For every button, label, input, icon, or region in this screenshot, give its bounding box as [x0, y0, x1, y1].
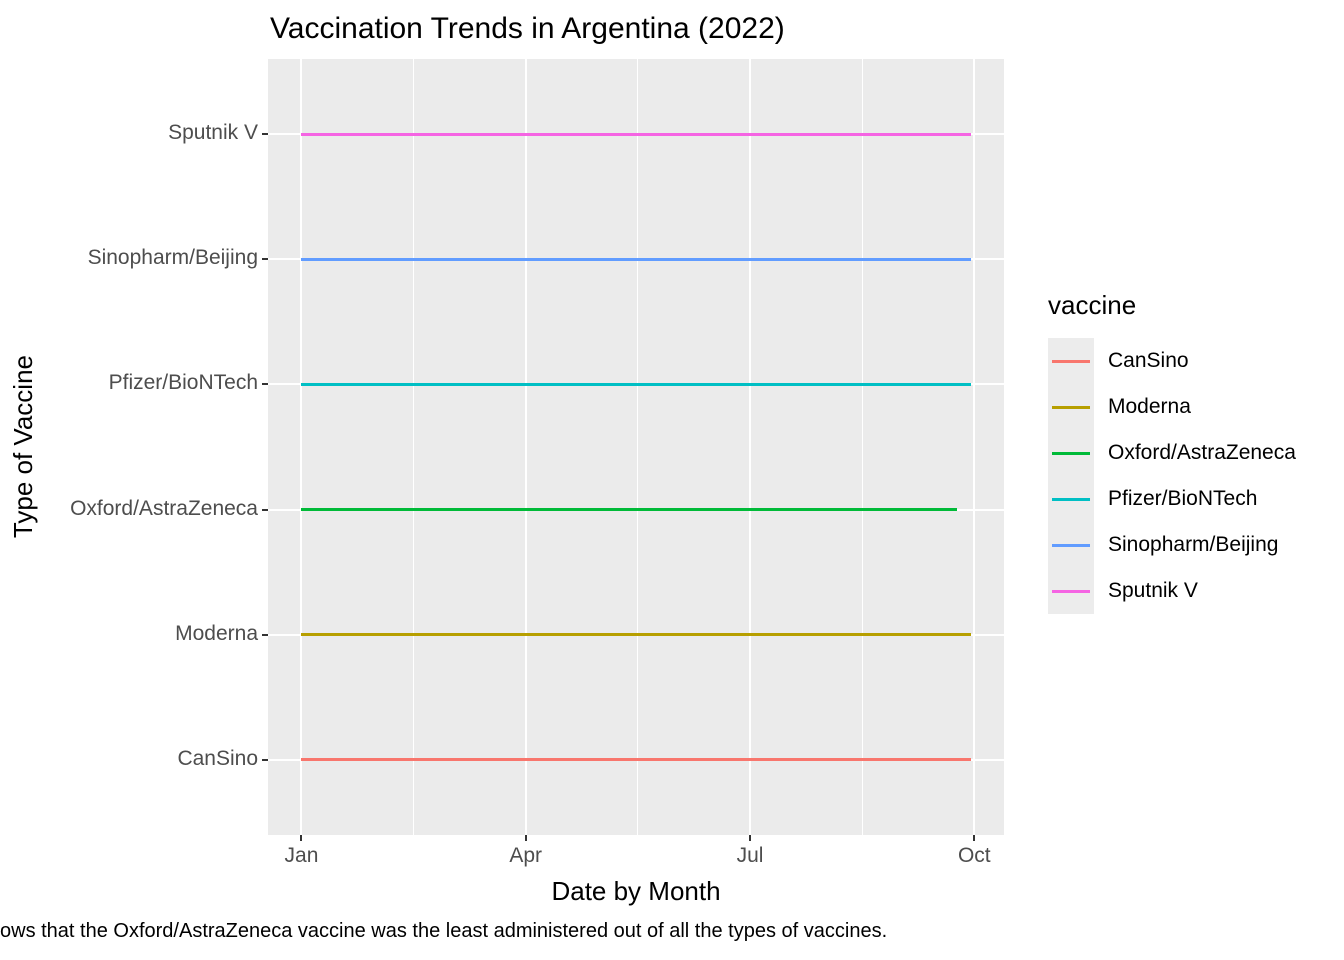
x-axis-title: Date by Month [551, 876, 721, 906]
legend-key-line [1052, 589, 1090, 593]
legend-key-swatch [1048, 430, 1094, 476]
legend-items: CanSino Moderna Oxford/AstraZeneca Pfizer/B… [1048, 338, 1296, 614]
legend-key-swatch [1048, 568, 1094, 614]
legend-item: Pfizer/BioNTech [1048, 476, 1296, 522]
legend-key-swatch [1048, 384, 1094, 430]
x-tick-label: Jul [736, 844, 764, 867]
x-axis-tick [300, 835, 303, 841]
legend-key-swatch [1048, 522, 1094, 568]
legend-key-line [1052, 359, 1090, 363]
y-axis-tick [262, 508, 268, 511]
gridline-vertical-major [973, 59, 976, 835]
legend-label: Sinopharm/Beijing [1108, 533, 1279, 556]
series-line-cansino [301, 758, 971, 762]
y-tick-label: Sputnik V [168, 121, 258, 145]
gridline-vertical-minor [413, 59, 415, 835]
y-tick-label: Pfizer/BioNTech [108, 371, 258, 395]
y-axis-tick [262, 383, 268, 386]
legend-key-line [1052, 543, 1090, 547]
legend-item: Sputnik V [1048, 568, 1296, 614]
y-tick-label: Sinopharm/Beijing [87, 246, 258, 270]
x-axis-tick [749, 835, 751, 841]
y-axis-tick [262, 133, 268, 136]
y-tick-label: Moderna [175, 621, 258, 645]
legend-item: Oxford/AstraZeneca [1048, 430, 1296, 476]
legend-key-line [1052, 405, 1090, 409]
x-axis-tick [973, 835, 976, 841]
x-tick-label: Apr [509, 844, 543, 867]
y-axis-title-wrap: Type of Vaccine [6, 59, 40, 835]
y-axis-tick [262, 258, 268, 261]
gridline-vertical-minor [861, 59, 863, 835]
legend-label: Pfizer/BioNTech [1108, 487, 1258, 510]
gridline-vertical-major [524, 59, 527, 835]
chart-title: Vaccination Trends in Argentina (2022) [270, 12, 785, 45]
legend-title: vaccine [1048, 290, 1137, 320]
y-axis-tick [262, 633, 268, 636]
caption: ows that the Oxford/AstraZeneca vaccine … [0, 920, 888, 942]
legend-key-line [1052, 497, 1090, 501]
series-line-oxford-astrazeneca [301, 508, 958, 512]
series-line-sinopharm-beijing [301, 257, 971, 261]
gridline-vertical-major [749, 59, 751, 835]
legend-item: Sinopharm/Beijing [1048, 522, 1296, 568]
x-axis-tick [524, 835, 527, 841]
plot-panel [268, 59, 1004, 835]
y-axis-tick [262, 758, 268, 761]
y-tick-label: CanSino [177, 746, 258, 770]
legend-label: Oxford/AstraZeneca [1108, 441, 1296, 464]
legend-item: Moderna [1048, 384, 1296, 430]
x-tick-label: Oct [957, 844, 991, 867]
gridline-vertical-minor [637, 59, 639, 835]
gridline-vertical-major [300, 59, 303, 835]
x-tick-label: Jan [284, 844, 319, 867]
y-tick-label: Oxford/AstraZeneca [70, 496, 258, 520]
legend: vaccine CanSino Moderna Oxford/AstraZeneca… [1048, 290, 1296, 614]
legend-key-swatch [1048, 476, 1094, 522]
series-line-moderna [301, 633, 971, 637]
legend-label: Moderna [1108, 395, 1191, 418]
legend-label: Sputnik V [1108, 579, 1198, 602]
legend-key-swatch [1048, 338, 1094, 384]
series-line-sputnik-v [301, 132, 971, 136]
legend-label: CanSino [1108, 349, 1189, 372]
series-line-pfizer-biontech [301, 382, 971, 386]
legend-key-line [1052, 451, 1090, 455]
legend-item: CanSino [1048, 338, 1296, 384]
